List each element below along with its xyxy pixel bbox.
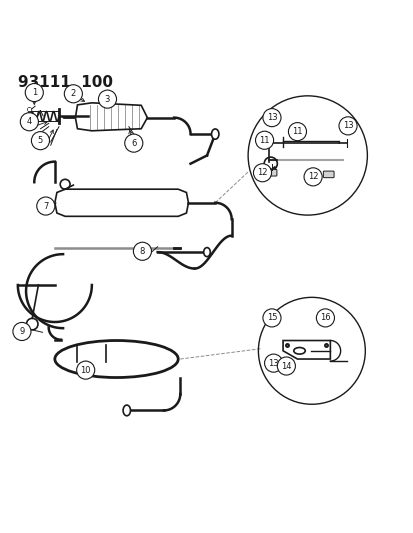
Text: 15: 15 [266, 313, 277, 322]
Text: 2: 2 [71, 90, 76, 98]
Ellipse shape [203, 248, 210, 256]
Text: 7: 7 [43, 201, 48, 211]
Text: 14: 14 [280, 361, 291, 370]
Text: 16: 16 [319, 313, 330, 322]
Circle shape [13, 322, 31, 341]
Circle shape [124, 134, 142, 152]
Circle shape [262, 309, 280, 327]
Circle shape [262, 109, 280, 127]
Circle shape [255, 131, 273, 149]
Circle shape [253, 164, 271, 182]
Circle shape [20, 112, 38, 131]
Text: 11: 11 [259, 136, 269, 145]
Circle shape [76, 361, 95, 379]
Text: 8: 8 [140, 247, 145, 256]
Text: 1: 1 [31, 88, 37, 97]
Ellipse shape [123, 405, 130, 416]
Text: 93111  100: 93111 100 [18, 75, 113, 90]
Circle shape [316, 309, 334, 327]
Circle shape [31, 132, 50, 150]
Circle shape [64, 85, 82, 103]
Circle shape [264, 354, 282, 372]
Circle shape [277, 357, 295, 375]
Circle shape [98, 90, 116, 108]
Circle shape [25, 84, 43, 102]
Text: 13: 13 [266, 113, 277, 122]
Text: 4: 4 [27, 117, 32, 126]
FancyBboxPatch shape [323, 171, 333, 177]
Circle shape [303, 168, 321, 186]
Text: 12: 12 [256, 168, 267, 177]
Ellipse shape [211, 129, 218, 139]
Text: 12: 12 [307, 172, 318, 181]
Circle shape [37, 197, 55, 215]
Text: 5: 5 [38, 136, 43, 145]
Circle shape [133, 242, 151, 260]
Text: 11: 11 [292, 127, 302, 136]
Text: 9: 9 [19, 327, 24, 336]
Circle shape [288, 123, 306, 141]
Text: 10: 10 [80, 366, 91, 375]
Circle shape [338, 117, 356, 135]
Text: 13: 13 [268, 359, 278, 368]
FancyBboxPatch shape [266, 169, 276, 176]
Text: 6: 6 [131, 139, 136, 148]
Text: 13: 13 [342, 122, 353, 131]
Text: 3: 3 [104, 95, 110, 103]
